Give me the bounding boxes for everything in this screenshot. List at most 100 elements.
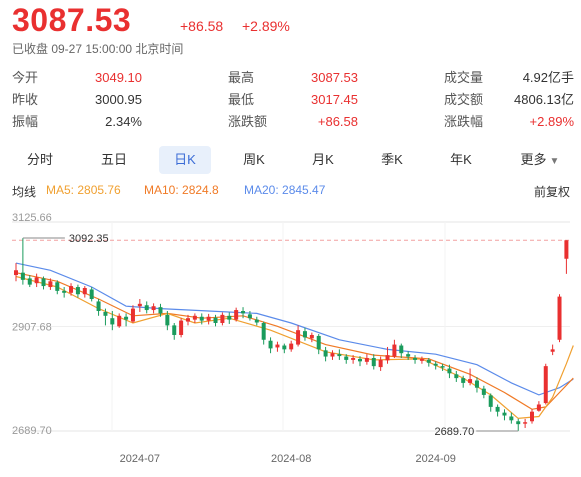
indicator-label: 均线: [12, 185, 37, 199]
candle-body: [41, 278, 46, 287]
x-tick-label: 2024-08: [271, 453, 311, 465]
candle-body: [206, 316, 211, 321]
more-dropdown[interactable]: 更多 ▼: [508, 146, 572, 174]
candle-body: [406, 354, 411, 357]
candlestick-chart: 3125.66 2907.68 2689.70 2024-07 2024-08 2024-…: [0, 200, 581, 477]
candle-body: [137, 303, 142, 307]
candle-body: [543, 366, 548, 404]
candle-body: [186, 318, 190, 322]
stat-prev-close: 昨收 3000.95: [12, 92, 142, 107]
candle-body: [75, 287, 80, 295]
adjust-type-button[interactable]: 前复权: [534, 185, 571, 199]
candle-body: [502, 412, 507, 416]
quote-header: 3087.53 +86.58 +2.89% 已收盘 09-27 15:00:00…: [12, 0, 572, 60]
candle-body: [227, 315, 232, 320]
chart-canvas: 3125.66 2907.68 2689.70 2024-07 2024-08 2024-…: [12, 212, 574, 465]
candle-body: [530, 411, 534, 422]
candle-body: [461, 378, 466, 383]
candle-body: [337, 354, 342, 357]
candle-body: [172, 325, 177, 335]
candle-body: [289, 343, 294, 350]
candle-body: [62, 290, 67, 293]
min-price-label: 2689.70: [434, 426, 474, 438]
candle-body: [117, 315, 122, 327]
candle-body: [103, 311, 108, 316]
candle-body: [523, 422, 528, 424]
candle-body: [144, 305, 149, 311]
y-tick-label: 2689.70: [12, 425, 52, 437]
caret-down-icon: ▼: [549, 156, 560, 167]
current-price: 3087.53: [12, 2, 132, 38]
stat-turnover: 成交额 4806.13亿: [444, 92, 574, 107]
stats-row: 振幅 2.34% 涨跌额 +86.58 涨跌幅 +2.89%: [12, 112, 574, 132]
candle-body: [199, 316, 204, 321]
ma10-value: MA10: 2824.8: [144, 183, 219, 197]
ma5-line: [15, 275, 574, 420]
x-tick-label: 2024-07: [120, 453, 160, 465]
stat-amplitude: 振幅 2.34%: [12, 114, 142, 129]
candle-body: [268, 340, 273, 349]
period-tabs: 分时 五日 日K 周K 月K 季K 年K 更多 ▼: [12, 146, 572, 174]
candle-body: [130, 308, 135, 322]
stat-volume: 成交量 4.92亿手: [444, 70, 574, 85]
candle-body: [96, 301, 101, 312]
market-status: 已收盘 09-27 15:00:00 北京时间: [12, 42, 184, 56]
candle-body: [165, 314, 170, 326]
candle-body: [426, 359, 431, 363]
candle-body: [20, 272, 25, 280]
candle-body: [151, 306, 156, 311]
tab-quarterly-k[interactable]: 季K: [381, 152, 403, 167]
candle-body: [275, 344, 280, 348]
candle-body: [213, 317, 218, 323]
candle-body: [309, 334, 314, 339]
candle-body: [82, 287, 87, 295]
y-tick-label: 2907.68: [12, 322, 52, 334]
candle-body: [564, 240, 569, 259]
candle-body: [48, 281, 53, 288]
candle-body: [179, 320, 184, 335]
stat-change-amount: 涨跌额 +86.58: [228, 114, 358, 129]
stat-open: 今开 3049.10: [12, 70, 142, 85]
ma10-line: [15, 272, 574, 410]
candle-body: [323, 350, 328, 357]
candle-body: [124, 316, 129, 320]
candle-body: [474, 380, 479, 388]
candle-body: [254, 319, 259, 323]
tab-intraday[interactable]: 分时: [26, 152, 53, 167]
candle-body: [344, 356, 349, 360]
candle-body: [447, 368, 452, 374]
candle-body: [413, 357, 418, 360]
candle-body: [495, 406, 500, 412]
candle-body: [330, 353, 335, 357]
price-change-percent: +2.89%: [242, 18, 290, 34]
candle-body: [296, 330, 301, 345]
candle-body: [516, 421, 521, 425]
candle-body: [399, 345, 404, 354]
tab-yearly-k[interactable]: 年K: [450, 152, 472, 167]
candle-body: [351, 357, 356, 360]
candle-body: [550, 349, 555, 352]
stat-change-percent: 涨跌幅 +2.89%: [444, 114, 574, 129]
tab-weekly-k[interactable]: 周K: [243, 152, 265, 167]
stat-high: 最高 3087.53: [228, 70, 358, 85]
candle-body: [110, 318, 115, 325]
tab-daily-k[interactable]: 日K: [159, 146, 211, 174]
candle-body: [192, 315, 197, 320]
candle-body: [69, 286, 74, 293]
candle-body: [371, 357, 376, 367]
candle-body: [89, 289, 94, 300]
more-label: 更多: [520, 152, 547, 167]
candle-body: [358, 358, 362, 362]
ma5-value: MA5: 2805.76: [46, 183, 121, 197]
candle-body: [282, 345, 287, 350]
candle-body: [378, 359, 383, 368]
candle-body: [440, 366, 445, 368]
candle-body: [385, 355, 390, 361]
candle-body: [27, 278, 32, 285]
stat-low: 最低 3017.45: [228, 92, 358, 107]
stats-row: 今开 3049.10 最高 3087.53 成交量 4.92亿手: [12, 68, 574, 88]
tab-five-day[interactable]: 五日: [100, 152, 127, 167]
candle-body: [433, 363, 438, 366]
tab-monthly-k[interactable]: 月K: [312, 152, 334, 167]
indicator-bar: 均线 MA5: 2805.76 MA10: 2824.8 MA20: 2845.…: [12, 180, 574, 200]
